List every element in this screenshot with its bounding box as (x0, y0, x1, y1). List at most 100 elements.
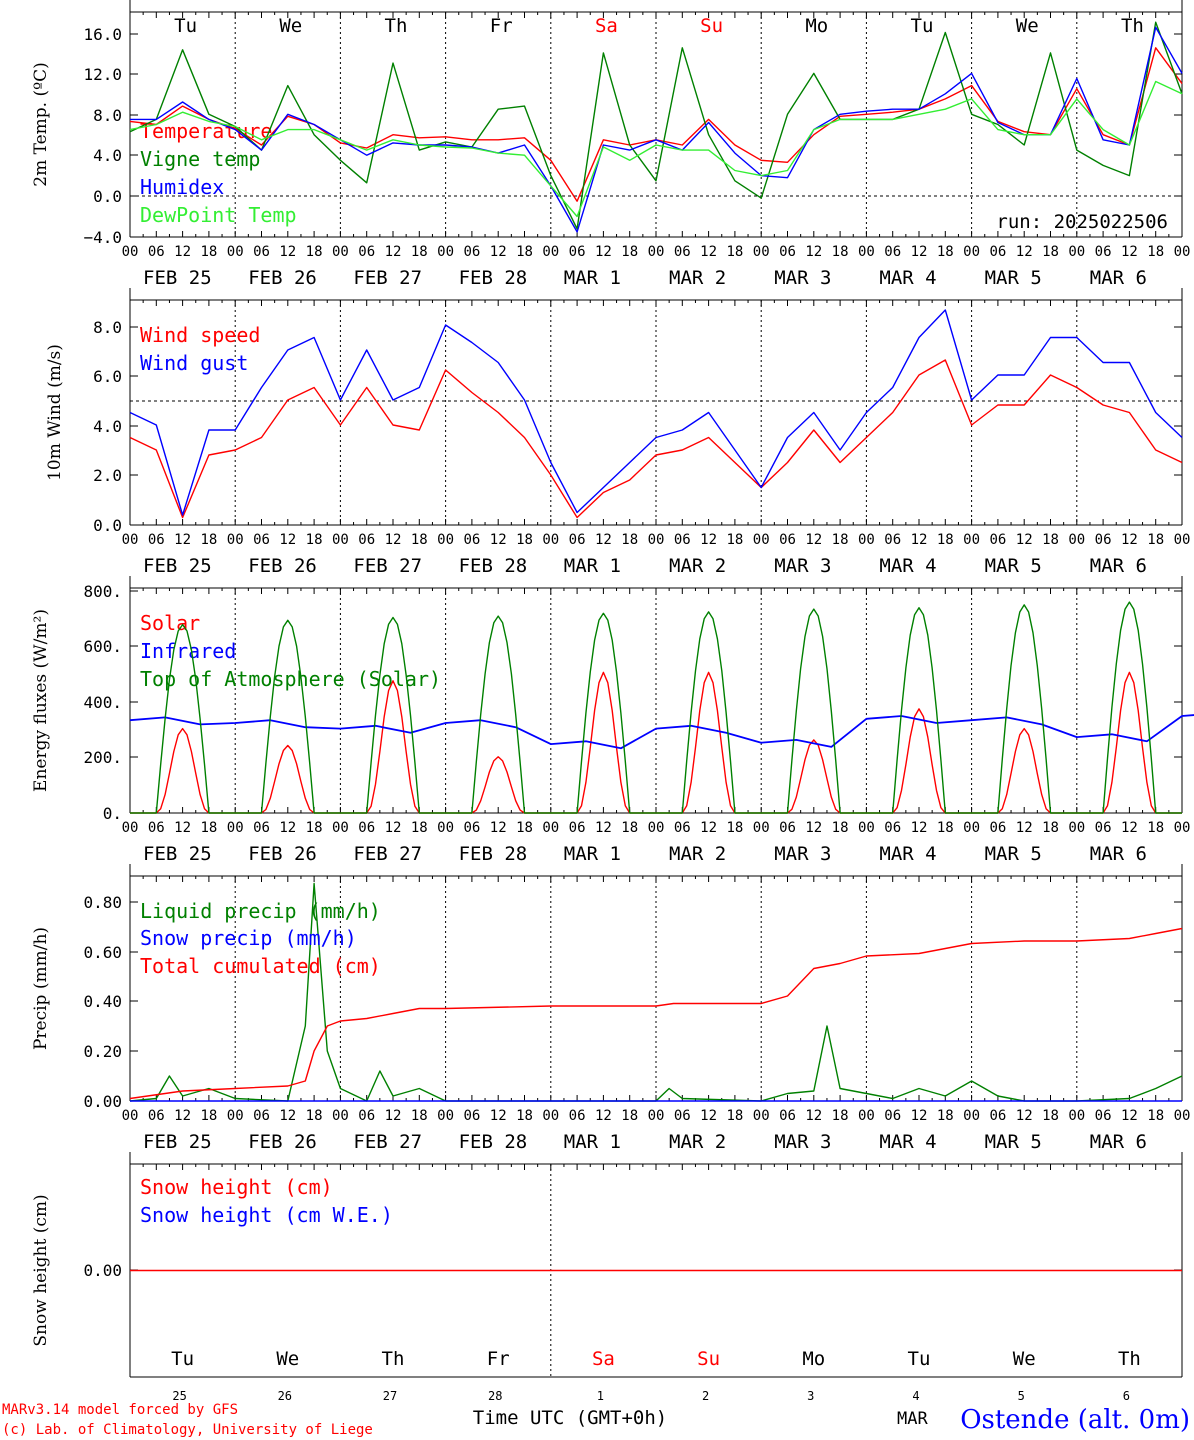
y-tick-label: 600. (83, 637, 122, 656)
weekday-label-bottom: Tu (171, 1348, 194, 1370)
hour-tick-label: 00 (122, 244, 139, 260)
hour-tick-label: 18 (832, 1108, 849, 1124)
hour-tick-label: 00 (437, 820, 454, 836)
hour-tick-label: 18 (937, 820, 954, 836)
y-tick-label: 8.0 (93, 106, 122, 125)
hour-tick-label: 00 (227, 532, 244, 548)
hour-tick-label: 12 (385, 1108, 402, 1124)
hour-tick-label: 06 (253, 532, 270, 548)
date-label: MAR 5 (985, 1131, 1042, 1153)
weekday-label-top: We (279, 15, 302, 37)
hour-tick-label: 06 (148, 1108, 165, 1124)
legend-entry: Temperature (140, 119, 272, 143)
hour-tick-label: 06 (358, 1108, 375, 1124)
hour-tick-label: 12 (490, 1108, 507, 1124)
weekday-label-top: Tu (174, 15, 197, 37)
weekday-label-bottom: Fr (487, 1348, 510, 1370)
weekday-label-top: Sa (595, 15, 618, 37)
hour-tick-label: 00 (753, 532, 770, 548)
hour-tick-label: 18 (306, 820, 323, 836)
hour-tick-label: 00 (437, 244, 454, 260)
y-axis-title: Energy fluxes (W/m²) (31, 609, 51, 792)
time-axis-title: Time UTC (GMT+0h) (473, 1407, 667, 1429)
y-tick-label: 8.0 (93, 318, 122, 337)
hour-tick-label: 12 (490, 820, 507, 836)
weekday-label-bottom: We (276, 1348, 299, 1370)
date-label: MAR 2 (669, 1131, 726, 1153)
hour-tick-label: 18 (832, 244, 849, 260)
y-tick-label: 4.0 (93, 417, 122, 436)
hour-tick-label: 18 (937, 532, 954, 548)
hour-tick-label: 00 (437, 532, 454, 548)
hour-tick-label: 18 (621, 244, 638, 260)
hour-tick-label: 12 (595, 820, 612, 836)
hour-tick-label: 18 (621, 820, 638, 836)
y-tick-label: 0. (103, 804, 122, 823)
series-dewpoint-temp (129, 80, 1183, 218)
hour-tick-label: 12 (805, 820, 822, 836)
hour-tick-label: 00 (648, 1108, 665, 1124)
weekday-label-bottom: Th (1118, 1348, 1141, 1370)
legend-entry: Infrared (140, 639, 236, 663)
hour-tick-label: 18 (621, 532, 638, 548)
date-label: MAR 1 (564, 267, 621, 289)
date-label: MAR 5 (985, 555, 1042, 577)
weekday-label-top: Th (1121, 15, 1144, 37)
series-wind-gust (129, 309, 1183, 516)
y-tick-label: 400. (83, 693, 122, 712)
weekday-label-bottom: Tu (908, 1348, 931, 1370)
weekday-label-top: Th (385, 15, 408, 37)
hour-tick-label: 06 (779, 532, 796, 548)
date-label: FEB 25 (143, 843, 212, 865)
hour-tick-label: 00 (122, 1108, 139, 1124)
weekday-label-top: Su (700, 15, 723, 37)
day-number: 25 (172, 1389, 186, 1403)
hour-tick-label: 12 (1121, 820, 1138, 836)
hour-tick-label: 18 (200, 244, 217, 260)
hour-tick-label: 06 (884, 532, 901, 548)
run-label: run: 2025022506 (996, 211, 1168, 233)
credit-line-2: (c) Lab. of Climatology, University of L… (2, 1422, 373, 1438)
y-tick-label: 2.0 (93, 466, 122, 485)
y-tick-label: 0.00 (83, 1092, 122, 1111)
hour-tick-label: 12 (279, 532, 296, 548)
y-tick-label: 200. (83, 748, 122, 767)
hour-tick-label: 12 (174, 820, 191, 836)
hour-tick-label: 18 (200, 1108, 217, 1124)
hour-tick-label: 00 (648, 820, 665, 836)
hour-tick-label: 00 (1174, 244, 1191, 260)
hour-tick-label: 00 (753, 244, 770, 260)
hour-tick-label: 00 (963, 820, 980, 836)
hour-tick-label: 06 (779, 1108, 796, 1124)
hour-tick-label: 06 (674, 532, 691, 548)
hour-tick-label: 18 (1147, 1108, 1164, 1124)
hour-tick-label: 18 (411, 244, 428, 260)
hour-tick-label: 06 (463, 1108, 480, 1124)
hour-tick-label: 00 (542, 532, 559, 548)
y-tick-label: 12.0 (83, 65, 122, 84)
date-label: FEB 27 (353, 1131, 422, 1153)
legend-entry: Humidex (140, 175, 224, 199)
month-marker: MAR (897, 1409, 928, 1429)
hour-tick-label: 06 (674, 820, 691, 836)
hour-tick-label: 18 (516, 820, 533, 836)
date-label: MAR 5 (985, 267, 1042, 289)
date-label: MAR 2 (669, 267, 726, 289)
hour-tick-label: 00 (1174, 1108, 1191, 1124)
hour-tick-label: 18 (621, 1108, 638, 1124)
hour-tick-label: 00 (227, 244, 244, 260)
hour-tick-label: 18 (516, 244, 533, 260)
hour-tick-label: 12 (279, 1108, 296, 1124)
date-label: FEB 26 (248, 1131, 317, 1153)
hour-tick-label: 00 (332, 532, 349, 548)
hour-tick-label: 06 (1095, 532, 1112, 548)
hour-tick-label: 06 (463, 244, 480, 260)
hour-tick-label: 18 (726, 820, 743, 836)
hour-tick-label: 06 (989, 244, 1006, 260)
date-label: FEB 28 (459, 843, 528, 865)
date-label: MAR 6 (1090, 843, 1147, 865)
date-label: MAR 3 (774, 843, 831, 865)
hour-tick-label: 18 (516, 1108, 533, 1124)
hour-tick-label: 12 (385, 532, 402, 548)
